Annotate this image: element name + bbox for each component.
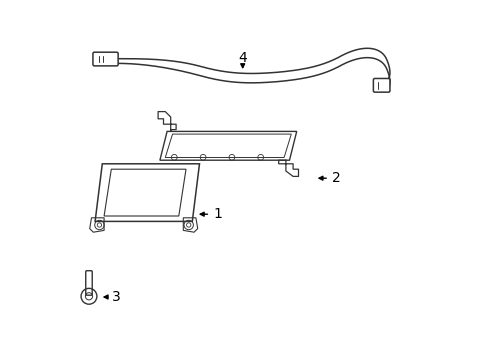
Text: 4: 4 bbox=[238, 51, 246, 64]
Text: 1: 1 bbox=[213, 207, 222, 221]
Text: 3: 3 bbox=[112, 290, 121, 304]
Text: 2: 2 bbox=[331, 171, 340, 185]
FancyBboxPatch shape bbox=[85, 271, 92, 295]
FancyBboxPatch shape bbox=[93, 52, 118, 66]
FancyBboxPatch shape bbox=[373, 78, 389, 92]
Polygon shape bbox=[95, 164, 199, 221]
